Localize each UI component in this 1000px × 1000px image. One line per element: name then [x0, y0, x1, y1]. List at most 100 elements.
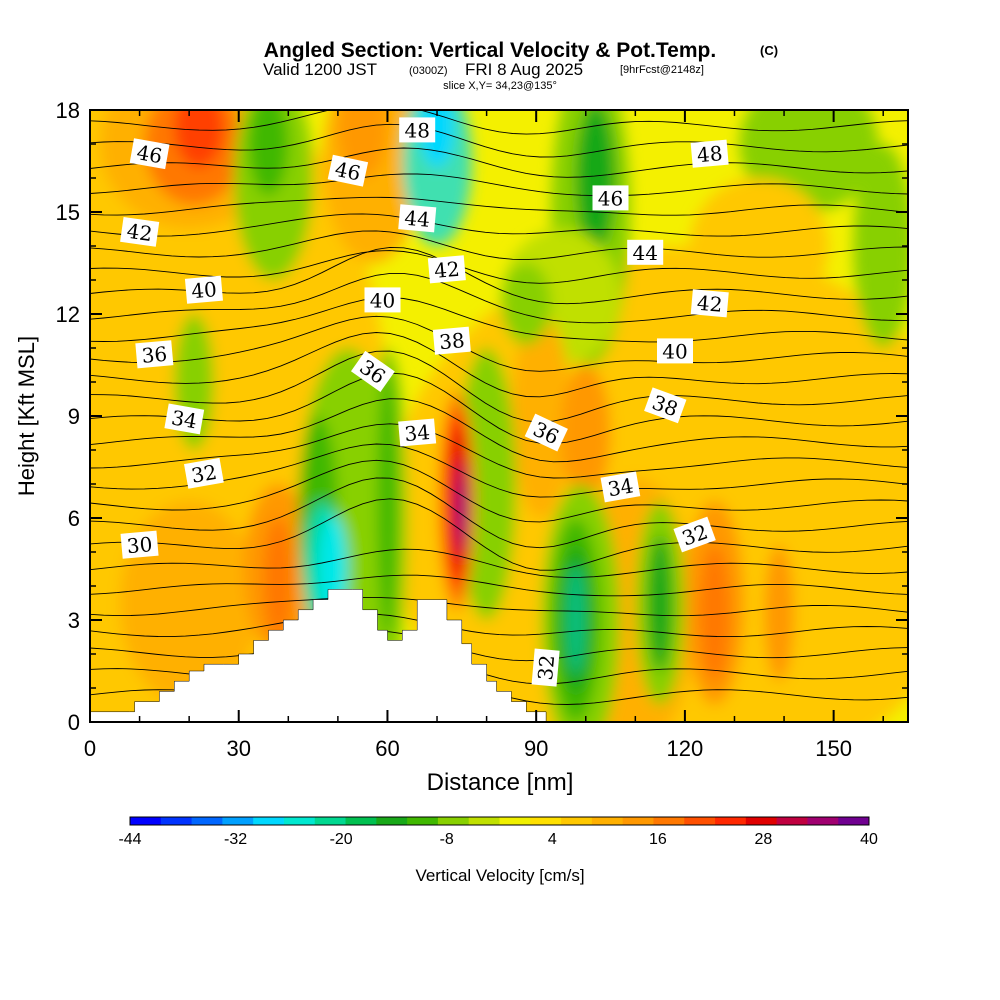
- colorbar-swatch: [499, 817, 531, 825]
- y-tick-label: 15: [56, 200, 80, 225]
- colorbar-swatch: [745, 817, 778, 825]
- colorbar-swatch: [222, 817, 254, 825]
- contour-label-text: 36: [141, 342, 168, 368]
- contour-label-box: [690, 289, 729, 318]
- shading-blob: [699, 545, 730, 682]
- contour-label-box: [673, 516, 716, 553]
- contour-label-text: 44: [403, 206, 430, 232]
- contour-label: 34: [164, 403, 205, 435]
- contour-label-box: [399, 117, 436, 143]
- y-tick-label: 12: [56, 302, 80, 327]
- contour-label-text: 42: [433, 257, 460, 283]
- colorbar-swatch: [345, 817, 377, 825]
- contour-label-text: 48: [404, 118, 429, 142]
- theta-contour-line: [90, 332, 908, 398]
- contour-label: 40: [657, 338, 693, 364]
- colorbar-swatch: [160, 817, 193, 825]
- colorbar-swatch: [376, 817, 408, 825]
- theta-contour-line: [90, 596, 908, 617]
- title-valid-date: FRI 8 Aug 2025: [465, 60, 583, 79]
- contour-label-box: [350, 350, 395, 392]
- colorbar-swatch: [838, 817, 870, 825]
- contour-label-box: [398, 204, 437, 233]
- theta-contour-line: [90, 250, 908, 284]
- contour-label: 34: [398, 418, 437, 447]
- colorbar-swatch: [715, 817, 747, 825]
- theta-contour-line: [90, 477, 908, 549]
- contour-label-text: 48: [696, 141, 723, 167]
- colorbar-tick-label: -32: [224, 831, 247, 848]
- contour-label-box: [184, 457, 224, 489]
- theta-contour-line: [90, 315, 908, 372]
- updraft-core: [459, 484, 465, 539]
- colorbar-swatch: [591, 817, 624, 825]
- x-tick-label: 0: [84, 736, 96, 761]
- colorbar-swatch: [437, 817, 470, 825]
- colorbar-swatch: [807, 817, 839, 825]
- theta-contour-line: [90, 372, 908, 445]
- theta-contour-line: [90, 110, 908, 135]
- contour-label-text: 40: [662, 339, 687, 363]
- contour-label: 42: [120, 217, 160, 247]
- contour-label-text: 46: [135, 140, 164, 168]
- theta-contour-line: [90, 459, 908, 523]
- contour-label-box: [398, 418, 437, 447]
- contour-label: 46: [129, 138, 170, 170]
- y-tick-label: 3: [68, 608, 80, 633]
- contour-label-text: 38: [438, 328, 465, 354]
- contour-label-box: [432, 326, 471, 355]
- contour-label-box: [657, 338, 693, 364]
- colorbar-tick-label: 16: [649, 831, 667, 848]
- colorbar-swatch: [776, 817, 808, 825]
- contour-label: 36: [135, 340, 174, 369]
- theta-contour-line: [90, 423, 908, 479]
- contour-label-box: [524, 413, 568, 452]
- contour-label-box: [184, 275, 223, 304]
- contour-label: 44: [627, 239, 664, 265]
- shading-blob: [501, 263, 552, 345]
- theta-contour-line: [90, 196, 908, 216]
- contour-label-text: 42: [696, 291, 723, 317]
- contour-label-box: [120, 530, 159, 559]
- colorbar-tick-label: -44: [118, 831, 141, 848]
- colorbar-swatch: [468, 817, 500, 825]
- x-tick-label: 90: [524, 736, 548, 761]
- theta-contour-line: [90, 123, 908, 158]
- y-axis-label: Height [Kft MSL]: [14, 336, 39, 496]
- colorbar-swatch: [130, 817, 162, 825]
- contour-label-box: [327, 154, 369, 187]
- title-valid-utc: (0300Z): [409, 65, 448, 77]
- theta-contours: [90, 110, 908, 705]
- shading-blob: [764, 545, 794, 682]
- contour-label-box: [644, 387, 687, 424]
- contour-label-text: 40: [370, 288, 395, 312]
- contour-label: 46: [327, 154, 369, 187]
- contour-label: 46: [592, 185, 629, 211]
- contour-label-box: [427, 255, 466, 284]
- colorbar-tick-label: 40: [860, 831, 878, 848]
- contour-label: 40: [184, 275, 223, 304]
- theta-contour-line: [90, 613, 908, 638]
- colorbar-tick-label: 4: [548, 831, 557, 848]
- x-axis-label: Distance [nm]: [427, 769, 574, 796]
- colorbar-swatch: [622, 817, 654, 825]
- theta-contour-line: [90, 398, 908, 463]
- colorbar-swatch: [283, 817, 316, 825]
- y-tick-label: 6: [68, 506, 80, 531]
- contour-label-text: 34: [606, 473, 635, 501]
- colorbar-swatch: [653, 817, 685, 825]
- contour-label-text: 44: [632, 241, 657, 265]
- x-tick-label: 30: [226, 736, 250, 761]
- contour-label-box: [600, 471, 641, 503]
- contour-label: 42: [690, 289, 729, 318]
- contour-label: 34: [600, 471, 641, 503]
- contour-label-box: [364, 287, 401, 313]
- contour-label-box: [129, 138, 170, 170]
- shading-blob: [263, 518, 294, 641]
- x-tick-label: 60: [375, 736, 399, 761]
- contour-label: 42: [427, 255, 466, 284]
